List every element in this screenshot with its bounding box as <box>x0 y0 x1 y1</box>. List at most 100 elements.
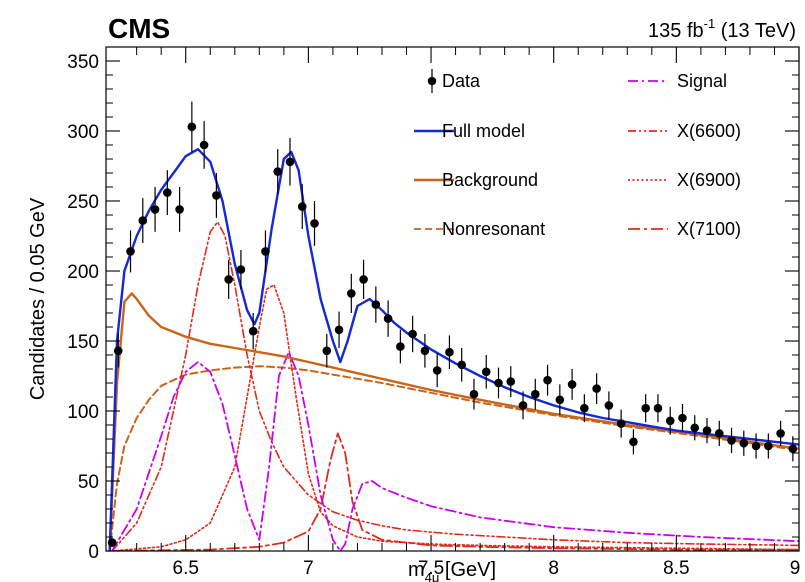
legend-label: X(6900) <box>677 170 741 190</box>
y-tick-label: 250 <box>67 192 99 213</box>
legend-entry: Full model <box>414 121 525 141</box>
data-point <box>396 342 405 351</box>
data-point <box>678 413 687 423</box>
y-tick-label: 350 <box>67 52 99 73</box>
data-point <box>199 140 209 150</box>
x-tick-label: 7 <box>303 558 314 579</box>
legend-label: Background <box>442 170 538 190</box>
data-point <box>175 205 184 214</box>
data-point <box>126 247 135 256</box>
data-point <box>163 188 172 197</box>
data-point <box>322 346 332 356</box>
legend: Data Full model Background Nonresonant Signa… <box>414 69 741 239</box>
data-point <box>665 416 675 426</box>
data-point <box>150 205 160 214</box>
legend-swatch-marker <box>427 76 437 86</box>
data-points <box>107 101 798 547</box>
axes: 0 50 100 150 200 250 300 350 6.5 7 7.5 8 8.5 9 <box>67 47 800 579</box>
data-point <box>727 436 736 445</box>
data-point <box>764 441 773 451</box>
x-tick-label: 7.5 <box>418 558 444 579</box>
data-point <box>653 403 663 413</box>
data-point <box>273 167 283 176</box>
data-point <box>285 157 295 167</box>
data-point <box>518 401 528 410</box>
legend-entry: Data <box>427 69 481 93</box>
data-point <box>580 403 589 413</box>
data-point <box>107 538 117 547</box>
data-point <box>469 389 479 399</box>
background-curve <box>108 292 799 551</box>
x6600-curve <box>111 221 799 551</box>
data-point <box>481 367 491 377</box>
legend-label: Nonresonant <box>442 219 545 239</box>
lumi-exponent: -1 <box>704 16 716 31</box>
plot-area <box>107 101 799 551</box>
data-point <box>310 219 319 228</box>
data-point <box>629 437 638 447</box>
figure-header: CMS 135 fb-1 (13 TeV) <box>108 13 796 44</box>
legend-entry: X(6900) <box>628 170 741 190</box>
data-point <box>543 375 552 385</box>
data-point <box>347 289 356 298</box>
legend-label: Full model <box>442 121 525 141</box>
x-tick-label: 9 <box>790 558 801 579</box>
data-point <box>224 275 233 284</box>
lumi-value: 135 fb <box>648 20 704 42</box>
x7100-curve <box>111 432 799 551</box>
x6900-curve <box>111 284 799 551</box>
y-tick-label: 100 <box>67 402 99 423</box>
x-tick-label: 8 <box>548 558 559 579</box>
data-point <box>690 423 700 433</box>
y-tick-label: 150 <box>67 332 99 353</box>
data-point <box>604 401 614 410</box>
data-point <box>776 429 785 438</box>
x-axis-subscript: 4μ <box>425 570 440 582</box>
data-point <box>702 426 712 435</box>
legend-entry: Signal <box>628 71 727 91</box>
data-point <box>383 314 393 323</box>
data-point <box>788 444 798 454</box>
data-point <box>261 247 270 256</box>
data-point <box>297 202 307 211</box>
y-axis-title: Candidates / 0.05 GeV <box>27 197 49 400</box>
data-point <box>616 419 626 428</box>
legend-entry: X(6600) <box>628 121 741 141</box>
data-point <box>212 191 221 200</box>
data-point <box>555 395 565 405</box>
signal-curve <box>111 351 799 551</box>
legend-entry: Nonresonant <box>414 219 545 239</box>
data-point <box>494 378 503 388</box>
data-point <box>420 346 430 356</box>
x-tick-label: 6.5 <box>173 558 199 579</box>
data-point <box>714 429 724 438</box>
data-point <box>334 325 344 335</box>
legend-label: Data <box>442 71 481 91</box>
energy-label: (13 TeV) <box>715 20 796 42</box>
data-point <box>248 326 258 336</box>
data-point <box>187 122 197 132</box>
data-point <box>751 441 761 451</box>
x-axis-var: m <box>408 559 425 581</box>
data-point <box>445 347 454 357</box>
data-point <box>359 275 368 284</box>
data-point <box>567 380 577 389</box>
nonresonant-curve <box>108 365 799 551</box>
data-point <box>530 389 540 399</box>
data-point <box>739 438 749 448</box>
x-axis-title: m4μ [GeV] <box>408 559 496 582</box>
data-point <box>138 216 148 225</box>
data-point <box>113 346 123 356</box>
data-point <box>457 360 466 370</box>
data-point <box>432 366 442 375</box>
legend-label: Signal <box>677 71 727 91</box>
data-point <box>641 403 650 413</box>
legend-entry: X(7100) <box>628 219 741 239</box>
curves <box>108 147 799 551</box>
y-tick-label: 300 <box>67 122 99 143</box>
data-point <box>371 300 381 309</box>
legend-entry: Background <box>414 170 538 190</box>
y-tick-label: 0 <box>88 542 99 563</box>
data-point <box>506 377 516 386</box>
